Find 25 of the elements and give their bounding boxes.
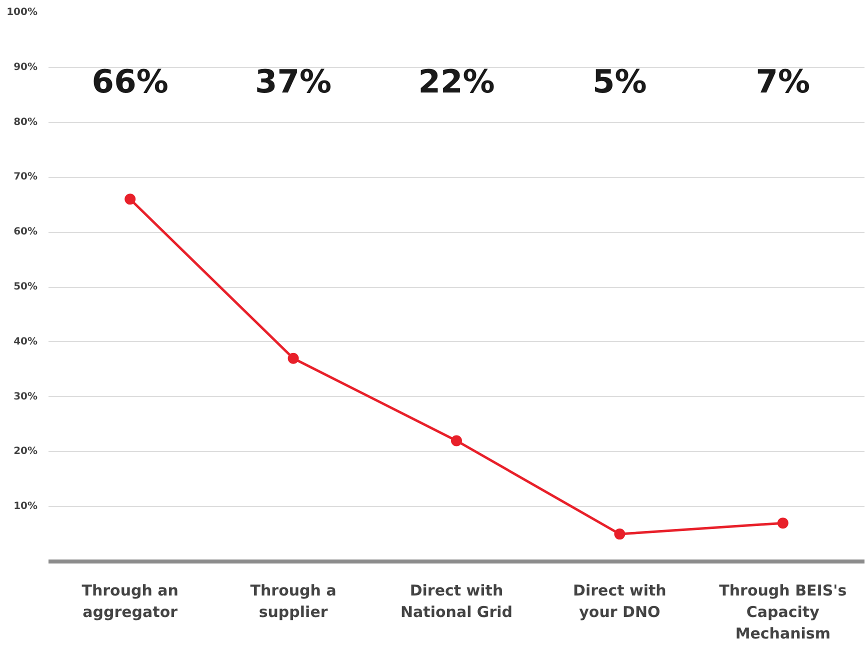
y-tick-label: 40% xyxy=(14,336,38,348)
point xyxy=(451,435,462,446)
y-tick-label: 30% xyxy=(14,391,38,402)
text: 22% xyxy=(418,62,495,100)
y-tick-label: 10% xyxy=(14,501,38,512)
y-tick-label: 60% xyxy=(14,226,38,238)
y-tick-label: 50% xyxy=(14,282,38,292)
y-tick-label: 90% xyxy=(14,62,38,73)
x-tick-label: Direct with your DNO xyxy=(573,582,666,622)
y-tick-label: 80% xyxy=(14,116,38,128)
x-tick-label: Direct with National Grid xyxy=(400,582,513,622)
point xyxy=(614,528,626,540)
text: 66% xyxy=(92,62,168,100)
point xyxy=(777,518,788,529)
x-tick-label: Through BEIS's Capacity Mechanism xyxy=(719,582,847,643)
point xyxy=(124,194,136,205)
y-tick-label: 100% xyxy=(6,7,38,18)
point xyxy=(288,352,299,364)
text: 5% xyxy=(592,62,647,100)
x-tick-label: Through an aggregator xyxy=(82,582,178,622)
text: 7% xyxy=(756,62,810,100)
y-tick-label: 70% xyxy=(14,172,38,183)
text: 37% xyxy=(255,62,332,100)
y-tick-label: 20% xyxy=(14,446,38,458)
x-tick-label: Through a supplier xyxy=(250,582,336,622)
